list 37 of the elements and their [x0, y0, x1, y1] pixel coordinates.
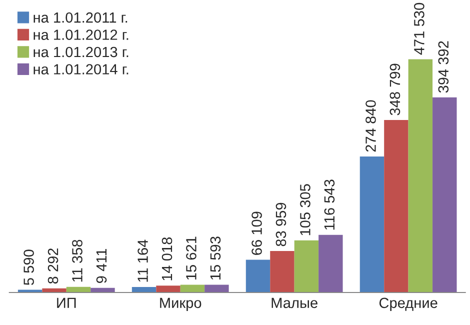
bar — [408, 59, 433, 292]
bar — [132, 286, 156, 292]
x-tick-label: Средние — [379, 298, 438, 311]
bar — [432, 97, 457, 292]
data-label: 83 959 — [276, 202, 286, 246]
bar — [204, 284, 229, 292]
legend-label: на 1.01.2014 г. — [34, 64, 128, 74]
bar — [180, 284, 205, 292]
x-tick-label: Микро — [160, 298, 202, 311]
bar — [318, 234, 343, 292]
data-label: 394 392 — [438, 41, 449, 93]
bar — [360, 156, 384, 292]
data-label: 9 411 — [96, 248, 107, 283]
bar — [270, 250, 294, 292]
data-label: 274 840 — [366, 100, 376, 152]
legend-label: на 1.01.2011 г. — [34, 12, 128, 23]
data-label: 11 358 — [72, 240, 82, 282]
data-label: 8 292 — [48, 248, 58, 284]
legend-label: на 1.01.2012 г. — [34, 30, 128, 40]
data-label: 471 530 — [414, 2, 424, 55]
data-label: 105 305 — [300, 184, 310, 236]
data-label: 348 799 — [390, 64, 400, 116]
x-tick-label: ИП — [57, 298, 76, 308]
data-label: 15 593 — [210, 236, 221, 280]
bar — [246, 260, 270, 292]
data-label: 66 109 — [252, 212, 262, 255]
bar — [18, 290, 42, 292]
data-label: 5 590 — [24, 250, 34, 285]
data-label: 116 543 — [324, 180, 335, 230]
data-label: 14 018 — [162, 237, 172, 280]
bar — [384, 120, 408, 292]
x-tick-label: Малые — [272, 298, 318, 308]
data-label: 11 164 — [138, 240, 148, 282]
data-label: 15 621 — [186, 236, 196, 280]
bar — [294, 240, 319, 292]
bar — [156, 286, 180, 292]
legend-label: на 1.01.2013 г. — [34, 46, 128, 58]
